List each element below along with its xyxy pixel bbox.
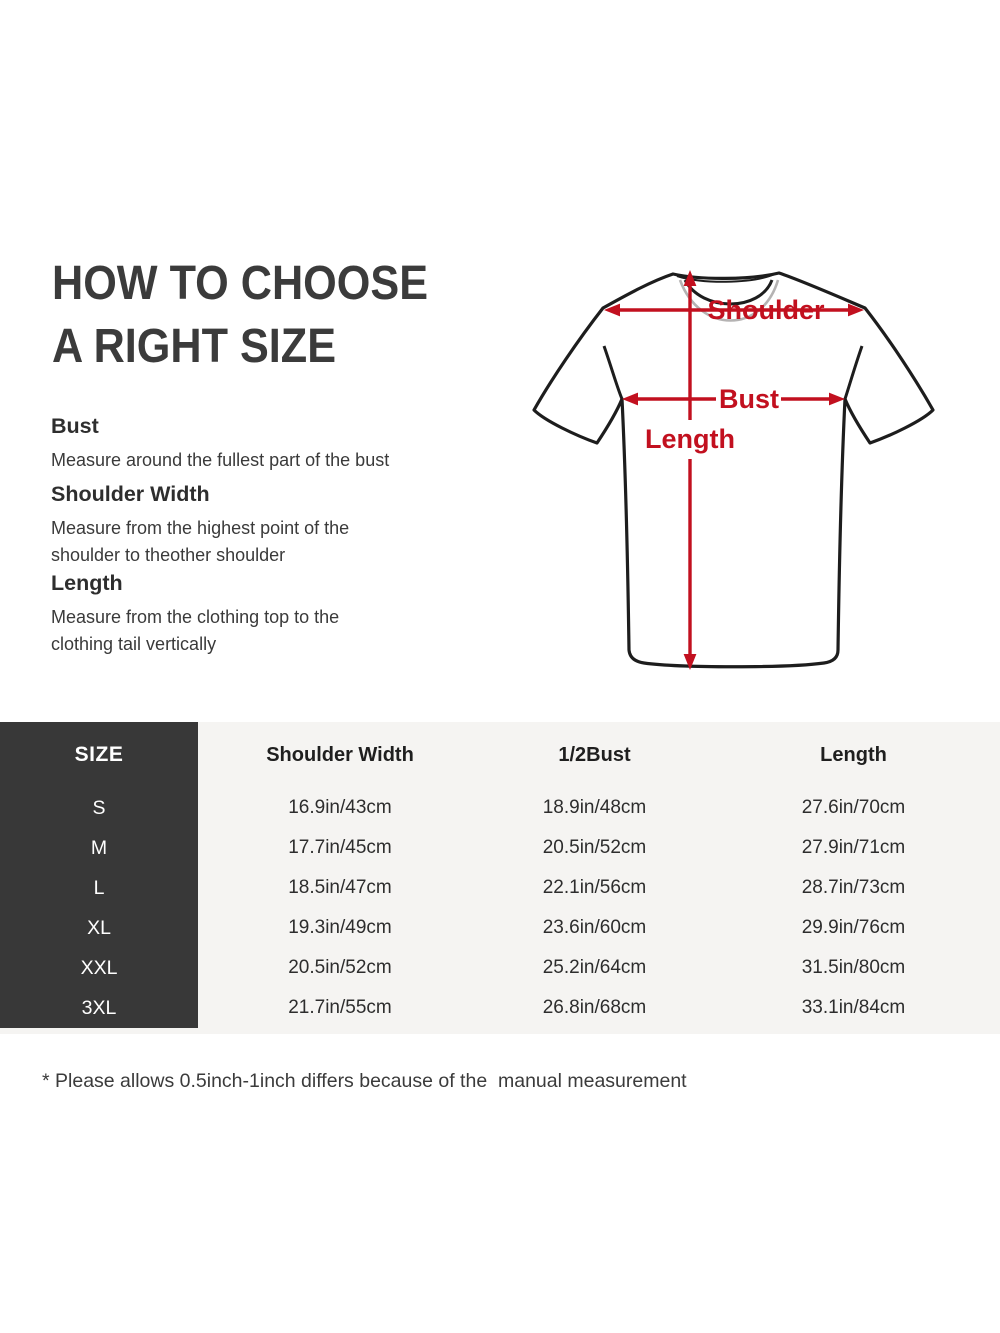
size-label-3xl: 3XL (0, 988, 198, 1028)
length-arrowhead-top (683, 270, 697, 286)
length-arrowhead-bottom (683, 654, 697, 670)
cell-m-shoulder: 17.7in/45cm (288, 837, 392, 858)
size-table-header-size: SIZE (0, 722, 198, 788)
cell-m-bust: 20.5in/52cm (542, 837, 647, 858)
size-table: SIZE Shoulder Width 1/2Bust Length S 16.… (0, 722, 1000, 1034)
collar-band-inner (676, 273, 776, 283)
size-label-xl: XL (0, 908, 198, 948)
bust-arrow-label: Bust (719, 384, 779, 414)
cell-l-shoulder: 18.5in/47cm (288, 877, 392, 898)
measurement-footnote: * Please allows 0.5inch-1inch differs be… (42, 1070, 687, 1092)
cell-l-length: 28.7in/73cm (801, 877, 906, 898)
tshirt-measurement-diagram: Shoulder Bust Length (532, 270, 935, 670)
instruction-bust: Bust Measure around the fullest part of … (51, 414, 501, 474)
cell-3xl-shoulder: 21.7in/55cm (288, 997, 392, 1018)
instruction-shoulder-title: Shoulder Width (51, 482, 210, 506)
cell-s-length: 27.6in/70cm (801, 797, 906, 818)
tshirt-outline-shape (532, 271, 935, 669)
size-label-s: S (0, 788, 198, 828)
cell-3xl-bust: 26.8in/68cm (542, 997, 647, 1018)
cell-l-bust: 22.1in/56cm (542, 877, 647, 898)
size-table-header-shoulder: Shoulder Width (266, 743, 414, 766)
collar-neckline-outer (683, 279, 774, 306)
size-label-l: L (0, 868, 198, 908)
page-title: HOW TO CHOOSE A RIGHT SIZE (52, 252, 428, 378)
cell-xxl-shoulder: 20.5in/52cm (288, 957, 392, 978)
size-label-xxl: XXL (0, 948, 198, 988)
cell-xl-shoulder: 19.3in/49cm (288, 917, 392, 938)
instruction-shoulder-width: Shoulder Width Measure from the highest … (51, 482, 403, 568)
cell-xl-length: 29.9in/76cm (801, 917, 906, 938)
instruction-length-desc: Measure from the clothing top to the clo… (51, 607, 340, 654)
cell-xxl-length: 31.5in/80cm (801, 957, 906, 978)
size-label-m: M (0, 828, 198, 868)
cell-xxl-bust: 25.2in/64cm (542, 957, 647, 978)
instruction-length-title: Length (51, 571, 123, 595)
cell-xl-bust: 23.6in/60cm (542, 917, 647, 938)
cell-m-length: 27.9in/71cm (801, 837, 906, 858)
instruction-length: Length Measure from the clothing top to … (51, 571, 403, 657)
shoulder-arrow-label: Shoulder (707, 295, 824, 325)
instruction-bust-desc: Measure around the fullest part of the b… (51, 450, 390, 470)
size-table-header-length: Length (820, 743, 887, 766)
right-torso-seam (843, 345, 864, 400)
size-table-header-bust: 1/2Bust (558, 743, 631, 766)
page-title-line1: HOW TO CHOOSE (52, 257, 429, 310)
left-torso-seam (602, 345, 624, 400)
bust-arrowhead-right (829, 392, 845, 406)
cell-s-shoulder: 16.9in/43cm (288, 797, 392, 818)
shoulder-arrowhead-right (848, 303, 864, 317)
instruction-shoulder-desc: Measure from the highest point of the sh… (51, 518, 350, 565)
shoulder-arrowhead-left (604, 303, 620, 317)
bust-arrowhead-left (622, 392, 638, 406)
cell-3xl-length: 33.1in/84cm (801, 997, 906, 1018)
cell-s-bust: 18.9in/48cm (542, 797, 647, 818)
instruction-bust-title: Bust (51, 414, 99, 438)
page-title-line2: A RIGHT SIZE (52, 320, 337, 373)
length-arrow-label: Length (645, 424, 735, 454)
